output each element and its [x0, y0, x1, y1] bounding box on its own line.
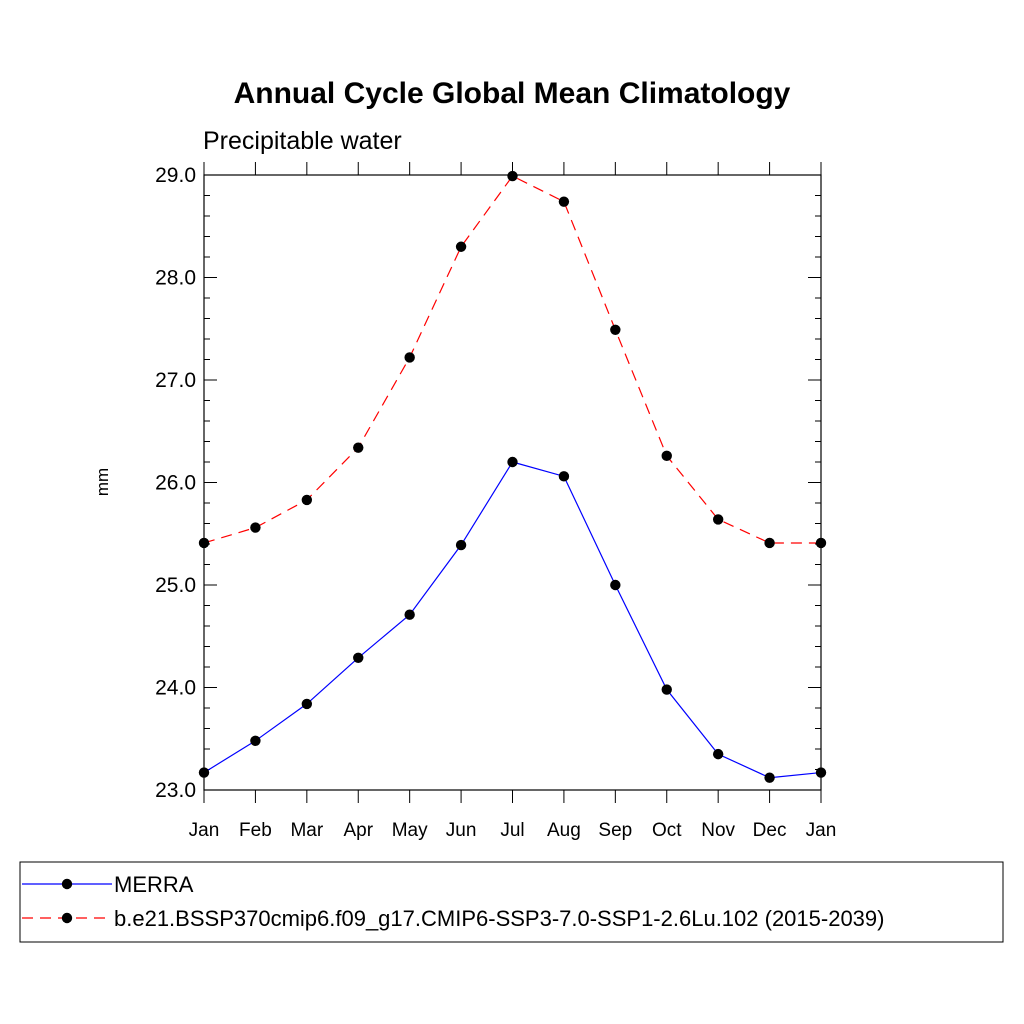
data-point — [198, 537, 210, 549]
series-line-1 — [203, 175, 821, 544]
data-point — [301, 698, 313, 710]
legend: MERRA b.e21.BSSP370cmip6.f09_g17.CMIP6-SS… — [22, 872, 884, 931]
data-point — [404, 609, 415, 620]
x-tick-label: Apr — [343, 820, 373, 841]
data-point — [198, 767, 210, 778]
series-lines — [203, 175, 822, 779]
data-point — [301, 494, 313, 506]
x-tick-label: Dec — [753, 820, 787, 841]
data-point — [404, 352, 415, 363]
legend-box — [19, 861, 1004, 943]
legend-marker-0 — [61, 878, 73, 890]
legend-label-0: MERRA — [114, 872, 194, 897]
x-tick-label: Mar — [290, 820, 323, 841]
data-point — [250, 522, 261, 533]
y-tick-labels: 23.0 24.0 25.0 26.0 27.0 28.0 29.0 — [155, 164, 196, 802]
axis-ticks — [203, 162, 822, 803]
x-tick-labels: Jan Feb Mar Apr May Jun Jul Aug Sep Oct Nov Dec Jan — [189, 820, 837, 841]
plot-frame — [203, 174, 822, 791]
chart-subtitle: Precipitable water — [203, 127, 402, 155]
y-tick-label: 25.0 — [155, 574, 196, 597]
x-tick-label: Nov — [701, 820, 735, 841]
legend-label-1: b.e21.BSSP370cmip6.f09_g17.CMIP6-SSP3-7.… — [114, 906, 884, 931]
x-tick-label: Oct — [652, 820, 682, 841]
data-point — [353, 442, 364, 453]
x-tick-label: Jan — [189, 820, 220, 841]
legend-marker-1 — [61, 912, 73, 924]
y-tick-label: 23.0 — [155, 779, 196, 802]
y-tick-label: 24.0 — [155, 677, 196, 700]
data-point — [610, 324, 621, 335]
data-point — [815, 767, 827, 778]
y-axis-label: mm — [93, 468, 112, 496]
y-tick-label: 29.0 — [155, 164, 196, 187]
x-tick-label: Jan — [806, 820, 837, 841]
data-point — [455, 241, 467, 252]
x-tick-label: Jun — [446, 820, 477, 841]
data-point — [712, 748, 724, 760]
data-point — [558, 196, 570, 207]
x-tick-label: Jul — [500, 820, 524, 841]
data-point — [250, 735, 261, 746]
x-tick-label: May — [392, 820, 428, 841]
x-tick-label: Feb — [239, 820, 272, 841]
x-tick-label: Sep — [598, 820, 632, 841]
y-tick-label: 26.0 — [155, 472, 196, 495]
data-point — [764, 772, 775, 783]
data-point — [353, 652, 364, 663]
chart-title: Annual Cycle Global Mean Climatology — [234, 77, 791, 110]
y-tick-label: 28.0 — [155, 267, 196, 290]
y-tick-label: 27.0 — [155, 369, 196, 392]
data-point — [507, 170, 518, 182]
x-tick-label: Aug — [547, 820, 581, 841]
series-line-0 — [203, 461, 822, 779]
data-point — [661, 684, 672, 695]
data-point — [712, 514, 724, 525]
data-point — [815, 537, 827, 549]
data-point — [661, 450, 672, 462]
data-point — [507, 456, 518, 468]
series-points — [198, 170, 827, 783]
data-point — [610, 579, 621, 591]
data-point — [558, 471, 570, 482]
data-point — [455, 539, 467, 551]
data-point — [764, 537, 775, 549]
